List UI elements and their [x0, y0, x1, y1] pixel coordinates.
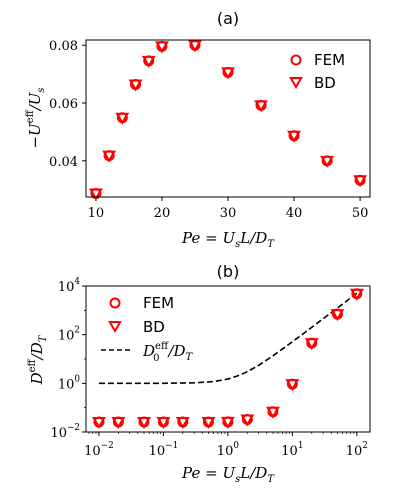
b-ytick-label: 100 [58, 374, 81, 392]
a-point-bd [102, 150, 117, 163]
panel-a-frame [85, 39, 371, 198]
panel-b-marks [92, 288, 364, 429]
b-point-bd [349, 288, 364, 301]
b-xtick-label: 10−2 [84, 441, 114, 459]
legend-fem-marker-b [109, 297, 121, 309]
legend-bd-marker-b [108, 321, 122, 333]
b-ytick-label: 104 [58, 277, 81, 295]
a-point-bd [353, 175, 368, 188]
panel-b-title: (b) [217, 262, 240, 281]
a-point-bd [287, 130, 301, 143]
b-point-bd [156, 416, 171, 429]
b-xtick-label: 10−1 [149, 441, 179, 459]
legend-d0-label: Deff 0/DT [142, 341, 194, 364]
b-point-bd [220, 416, 235, 429]
b-point-bd [304, 338, 319, 351]
a-point-bd [155, 41, 169, 54]
b-point-bd [92, 416, 106, 429]
panel-b: (b) 10−2 10−1 100 101 102 10−2 100 102 104 Deff/… [27, 262, 371, 485]
a-ytick-label: 0.08 [49, 39, 78, 54]
b-ytick-label: 10−2 [50, 423, 80, 441]
a-point-bd [188, 40, 202, 53]
b-point-bd [137, 416, 151, 429]
a-point-bd [128, 79, 143, 92]
a-xtick-label: 40 [286, 206, 303, 221]
b-d0-curve [98, 292, 358, 385]
b-point-bd [201, 416, 216, 429]
a-point-bd [320, 155, 335, 168]
b-point-bd [240, 414, 255, 427]
b-point-bd [266, 406, 280, 419]
b-xtick-label: 100 [217, 441, 240, 459]
legend-bd-marker-a [289, 77, 303, 89]
legend-bd-label-b: BD [143, 318, 165, 336]
a-point-bd [254, 100, 268, 113]
a-ytick-label: 0.04 [49, 155, 78, 170]
a-point-bd [141, 55, 156, 68]
a-point-bd [115, 112, 130, 125]
panel-b-ylabel: Deff/DT [27, 334, 49, 385]
a-xtick-label: 50 [352, 206, 369, 221]
a-xtick-label: 20 [154, 206, 171, 221]
panel-a-legend: FEM BD [289, 51, 345, 92]
panel-a-xlabel: Pe = UsL/DT [181, 229, 275, 250]
legend-fem-label-b: FEM [143, 294, 174, 312]
b-point-bd [285, 379, 300, 392]
b-xtick-label: 101 [281, 441, 303, 459]
panel-b-frame [85, 285, 371, 433]
panel-a-title: (a) [217, 9, 239, 28]
panel-a: (a) 10 20 30 40 50 0.04 0.06 0.08 −Ueff/Us Pe =… [25, 9, 371, 250]
b-point-bd [175, 416, 190, 429]
b-point-bd [111, 416, 126, 429]
panel-a-ticks: 10 20 30 40 50 0.04 0.06 0.08 [49, 39, 368, 221]
panel-a-marks [88, 39, 368, 201]
b-ytick-label: 102 [58, 326, 80, 344]
a-xtick-label: 30 [220, 206, 237, 221]
a-ytick-label: 0.06 [49, 97, 78, 112]
legend-fem-label-a: FEM [314, 51, 345, 69]
legend-bd-label-a: BD [314, 74, 336, 92]
b-xtick-label: 102 [346, 441, 368, 459]
a-point-bd [88, 188, 103, 201]
a-xtick-label: 10 [88, 206, 105, 221]
panel-b-legend: FEM BD Deff 0/DT [101, 294, 194, 364]
b-point-bd [330, 309, 345, 322]
panel-a-ylabel: −Ueff/Us [25, 87, 47, 148]
panel-b-xlabel: Pe = UsL/DT [181, 464, 275, 485]
a-point-bd [221, 67, 235, 80]
legend-fem-marker-a [290, 54, 302, 66]
